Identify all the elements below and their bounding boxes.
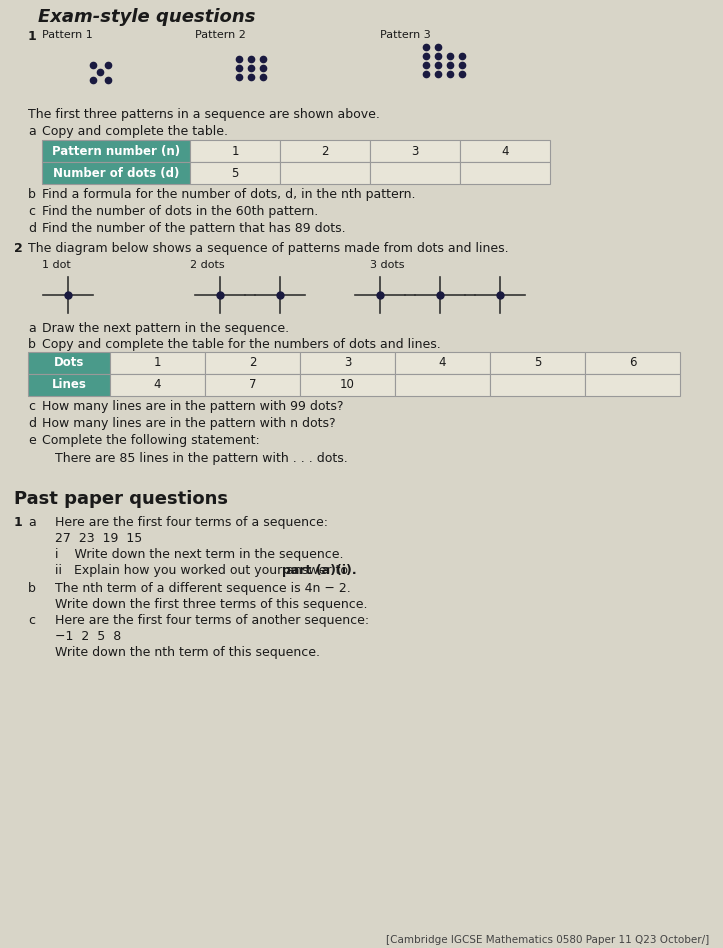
Bar bbox=[490, 374, 585, 396]
Bar bbox=[490, 352, 585, 374]
Bar bbox=[300, 374, 395, 396]
Text: Lines: Lines bbox=[51, 378, 87, 392]
Text: Pattern number (n): Pattern number (n) bbox=[52, 144, 180, 157]
Bar bbox=[205, 352, 300, 374]
Text: 10: 10 bbox=[340, 378, 355, 392]
Text: −1  2  5  8: −1 2 5 8 bbox=[55, 630, 121, 643]
Bar bbox=[42, 140, 190, 162]
Text: 2: 2 bbox=[14, 242, 22, 255]
Text: There are 85 lines in the pattern with . . . dots.: There are 85 lines in the pattern with .… bbox=[55, 452, 348, 465]
Text: a: a bbox=[28, 322, 35, 335]
Text: Past paper questions: Past paper questions bbox=[14, 490, 228, 508]
Text: 4: 4 bbox=[439, 356, 446, 370]
Text: ii   Explain how you worked out your answer to: ii Explain how you worked out your answe… bbox=[55, 564, 352, 577]
Text: a: a bbox=[28, 516, 35, 529]
Text: 1: 1 bbox=[14, 516, 22, 529]
Text: 4: 4 bbox=[501, 144, 509, 157]
Text: 2: 2 bbox=[249, 356, 256, 370]
Text: Copy and complete the table.: Copy and complete the table. bbox=[42, 125, 228, 138]
Text: d: d bbox=[28, 417, 36, 430]
Text: How many lines are in the pattern with n dots?: How many lines are in the pattern with n… bbox=[42, 417, 335, 430]
Bar bbox=[110, 374, 205, 396]
Bar bbox=[585, 374, 680, 396]
Text: d: d bbox=[28, 222, 36, 235]
Bar bbox=[460, 140, 550, 162]
Text: Copy and complete the table for the numbers of dots and lines.: Copy and complete the table for the numb… bbox=[42, 338, 441, 351]
Text: The first three patterns in a sequence are shown above.: The first three patterns in a sequence a… bbox=[28, 108, 380, 121]
Text: The diagram below shows a sequence of patterns made from dots and lines.: The diagram below shows a sequence of pa… bbox=[28, 242, 508, 255]
Text: 3 dots: 3 dots bbox=[370, 260, 404, 270]
Text: a: a bbox=[28, 125, 35, 138]
Text: 2 dots: 2 dots bbox=[190, 260, 225, 270]
Bar bbox=[190, 140, 280, 162]
Text: c: c bbox=[28, 400, 35, 413]
Text: Number of dots (d): Number of dots (d) bbox=[53, 167, 179, 179]
Bar bbox=[205, 374, 300, 396]
Bar bbox=[370, 162, 460, 184]
Text: 5: 5 bbox=[231, 167, 239, 179]
Bar bbox=[395, 374, 490, 396]
Text: How many lines are in the pattern with 99 dots?: How many lines are in the pattern with 9… bbox=[42, 400, 343, 413]
Text: [Cambridge IGCSE Mathematics 0580 Paper 11 Q23 October/]: [Cambridge IGCSE Mathematics 0580 Paper … bbox=[386, 935, 709, 945]
Text: 5: 5 bbox=[534, 356, 542, 370]
Text: Dots: Dots bbox=[54, 356, 84, 370]
Text: c: c bbox=[28, 614, 35, 627]
Bar bbox=[460, 162, 550, 184]
Text: Write down the first three terms of this sequence.: Write down the first three terms of this… bbox=[55, 598, 367, 611]
Text: Find the number of the pattern that has 89 dots.: Find the number of the pattern that has … bbox=[42, 222, 346, 235]
Text: 3: 3 bbox=[344, 356, 351, 370]
Text: Exam-style questions: Exam-style questions bbox=[38, 8, 255, 26]
Text: 1: 1 bbox=[231, 144, 239, 157]
Text: Complete the following statement:: Complete the following statement: bbox=[42, 434, 260, 447]
Text: 1 dot: 1 dot bbox=[42, 260, 71, 270]
Bar bbox=[395, 352, 490, 374]
Text: Draw the next pattern in the sequence.: Draw the next pattern in the sequence. bbox=[42, 322, 289, 335]
Text: The nth term of a different sequence is 4n − 2.: The nth term of a different sequence is … bbox=[55, 582, 351, 595]
Text: Find the number of dots in the 60th pattern.: Find the number of dots in the 60th patt… bbox=[42, 205, 318, 218]
Text: c: c bbox=[28, 205, 35, 218]
Bar bbox=[42, 162, 190, 184]
Text: e: e bbox=[28, 434, 35, 447]
Text: 1: 1 bbox=[154, 356, 161, 370]
Text: 3: 3 bbox=[411, 144, 419, 157]
Bar bbox=[28, 352, 110, 374]
Text: 1: 1 bbox=[28, 30, 37, 43]
Text: Here are the first four terms of a sequence:: Here are the first four terms of a seque… bbox=[55, 516, 328, 529]
Text: part (a)(i).: part (a)(i). bbox=[281, 564, 356, 577]
Text: Write down the nth term of this sequence.: Write down the nth term of this sequence… bbox=[55, 646, 320, 659]
Text: Here are the first four terms of another sequence:: Here are the first four terms of another… bbox=[55, 614, 369, 627]
Text: 27  23  19  15: 27 23 19 15 bbox=[55, 532, 142, 545]
Bar bbox=[300, 352, 395, 374]
Text: 7: 7 bbox=[249, 378, 256, 392]
Text: b: b bbox=[28, 582, 36, 595]
Bar bbox=[110, 352, 205, 374]
Text: 4: 4 bbox=[154, 378, 161, 392]
Text: Pattern 1: Pattern 1 bbox=[42, 30, 93, 40]
Bar bbox=[28, 374, 110, 396]
Text: i    Write down the next term in the sequence.: i Write down the next term in the sequen… bbox=[55, 548, 343, 561]
Text: 6: 6 bbox=[629, 356, 636, 370]
Text: b: b bbox=[28, 338, 36, 351]
Text: 2: 2 bbox=[321, 144, 329, 157]
Text: b: b bbox=[28, 188, 36, 201]
Text: Pattern 2: Pattern 2 bbox=[195, 30, 246, 40]
Bar bbox=[280, 140, 370, 162]
Bar bbox=[370, 140, 460, 162]
Bar bbox=[280, 162, 370, 184]
Text: Find a formula for the number of dots, d, in the nth pattern.: Find a formula for the number of dots, d… bbox=[42, 188, 416, 201]
Bar bbox=[585, 352, 680, 374]
Text: Pattern 3: Pattern 3 bbox=[380, 30, 431, 40]
Bar bbox=[190, 162, 280, 184]
